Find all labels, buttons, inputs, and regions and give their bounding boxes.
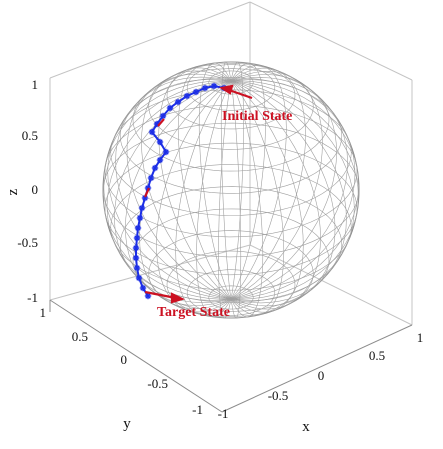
sphere-longitude-line [158,67,304,313]
z-tick-label: 1 [32,77,39,92]
trajectory-marker [159,112,167,120]
x-tick-label: 0 [318,368,325,383]
trajectory-marker [183,92,191,100]
trajectory-marker [139,284,147,292]
target-state-label: Target State [157,305,230,320]
trajectory-marker [162,148,170,156]
sphere-longitude-line [126,73,336,307]
x-axis-label: x [302,419,310,435]
trajectory [132,82,228,300]
z-axis: 1 0.5 0 -0.5 -1 z [5,77,38,305]
trajectory-marker [201,84,209,92]
trajectory-marker [132,244,140,252]
trajectory-marker [147,174,155,182]
trajectory-marker [132,254,140,262]
sphere-longitude-line [103,80,359,300]
trajectory-marker [174,98,182,106]
y-axis-label: y [123,416,131,432]
sphere-longitude-line [106,79,356,301]
initial-state-label: Initial State [222,109,292,124]
trajectory-marker [210,82,218,90]
target-state-vector [144,290,185,304]
sphere-longitude-line [218,61,244,319]
sphere-longitude-line [139,70,323,310]
sphere-longitude-line [175,64,287,316]
z-tick-label: 0.5 [22,128,38,143]
y-axis: 1 0.5 0 -0.5 -1 y [40,305,204,432]
trajectory-marker [133,264,141,272]
x-tick-label: -1 [218,406,229,421]
y-tick-label: 1 [40,305,47,320]
sphere-latitude-line [148,230,314,317]
sphere-longitude-line [125,74,337,306]
trajectory-marker [133,234,141,242]
y-tick-label: -0.5 [147,376,168,391]
y-tick-label: -1 [192,402,203,417]
z-tick-label: 0 [32,182,39,197]
sphere-longitude-line [156,67,306,313]
sphere-longitude-line [177,64,285,316]
trajectory-marker [144,292,152,300]
sphere-longitude-line [103,80,359,300]
trajectory-marker [136,214,144,222]
x-axis: -1 -0.5 0 0.5 1 x [218,330,424,435]
sphere-longitude-line [220,61,242,319]
trajectory-marker [166,104,174,112]
z-axis-label: z [5,188,21,195]
trajectory-marker [156,156,164,164]
trajectory-marker [138,204,146,212]
y-tick-label: 0.5 [72,329,88,344]
tangent-vector [157,118,165,127]
initial-state-vector [219,84,253,100]
y-tick-label: 0 [121,352,128,367]
tangent-vector [143,187,151,198]
sphere-longitude-line [196,62,266,318]
sphere-longitude-line [198,62,264,318]
trajectory-marker [134,224,142,232]
z-tick-label: -0.5 [17,235,38,250]
trajectory-marker [135,274,143,282]
axes-box [49,1,413,413]
z-tick-label: -1 [27,290,38,305]
x-tick-label: 0.5 [369,348,385,363]
trajectory-marker [148,128,156,136]
x-tick-label: -0.5 [268,388,289,403]
trajectory-marker [151,164,159,172]
x-tick-label: 1 [417,330,424,345]
trajectory-marker [156,138,164,146]
sphere-longitude-line [141,70,321,310]
trajectory-marker [192,88,200,96]
sphere-mesh [102,61,360,319]
trajectory-markers [132,82,228,300]
sphere-longitude-line [107,79,355,301]
sphere-longitude-line [115,76,347,304]
state-vectors [143,84,253,304]
